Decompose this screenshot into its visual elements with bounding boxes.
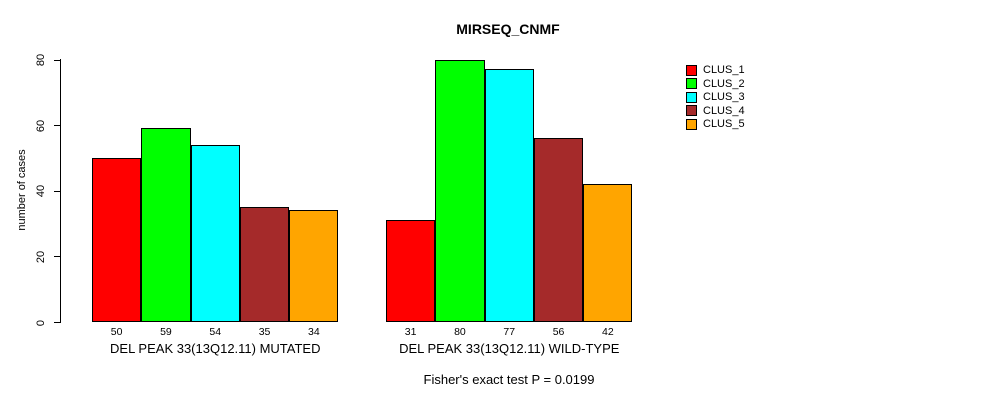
bar-value-label: 54 xyxy=(209,326,222,338)
bar-clus_2-group1 xyxy=(141,128,191,322)
bar-clus_3-group2 xyxy=(484,69,534,322)
y-tick xyxy=(54,125,61,127)
bar-clus_5-group1 xyxy=(289,210,339,322)
legend-swatch-clus_2 xyxy=(686,78,697,89)
bar-clus_3-group1 xyxy=(190,144,240,322)
bar-clus_1-group2 xyxy=(386,220,436,322)
y-tick-label: 0 xyxy=(35,319,47,326)
legend-swatch-clus_4 xyxy=(686,105,697,116)
chart-title: MIRSEQ_CNMF xyxy=(456,21,560,37)
bar-clus_5-group2 xyxy=(583,184,633,322)
legend-label-clus_5: CLUS_5 xyxy=(703,118,745,130)
bar-value-label: 59 xyxy=(160,326,172,338)
y-tick-label: 20 xyxy=(35,250,47,263)
y-axis-line xyxy=(60,59,61,322)
bar-value-label: 31 xyxy=(404,326,417,338)
legend-label-clus_1: CLUS_1 xyxy=(703,64,745,76)
legend-swatch-clus_3 xyxy=(686,91,697,103)
y-tick-label: 60 xyxy=(35,119,47,132)
bar-value-label: 35 xyxy=(258,326,271,338)
caption: Fisher's exact test P = 0.0199 xyxy=(423,372,595,387)
y-tick-label: 80 xyxy=(35,53,47,67)
y-tick xyxy=(54,256,61,258)
bar-clus_4-group2 xyxy=(533,138,584,322)
bar-value-label: 56 xyxy=(552,326,565,338)
y-axis-title: number of cases xyxy=(16,149,28,231)
legend-label-clus_2: CLUS_2 xyxy=(703,77,745,90)
legend-label-clus_3: CLUS_3 xyxy=(703,91,745,103)
y-tick-label: 40 xyxy=(35,185,47,198)
legend-swatch-clus_1 xyxy=(686,64,697,76)
bar-clus_2-group2 xyxy=(435,59,485,322)
y-tick xyxy=(54,190,61,192)
group-label: DEL PEAK 33(13Q12.11) MUTATED xyxy=(110,341,321,356)
bar-clus_1-group1 xyxy=(92,157,142,322)
bar-value-label: 80 xyxy=(454,326,466,338)
bar-value-label: 77 xyxy=(503,326,516,338)
bar-clus_4-group1 xyxy=(239,207,290,322)
y-tick xyxy=(54,322,61,323)
legend-swatch-clus_5 xyxy=(686,118,697,130)
bar-value-label: 34 xyxy=(307,326,320,338)
bar-value-label: 42 xyxy=(601,326,614,338)
legend-label-clus_4: CLUS_4 xyxy=(703,104,745,117)
y-tick xyxy=(54,59,61,61)
group-label: DEL PEAK 33(13Q12.11) WILD-TYPE xyxy=(399,341,620,356)
bar-value-label: 50 xyxy=(110,326,123,338)
